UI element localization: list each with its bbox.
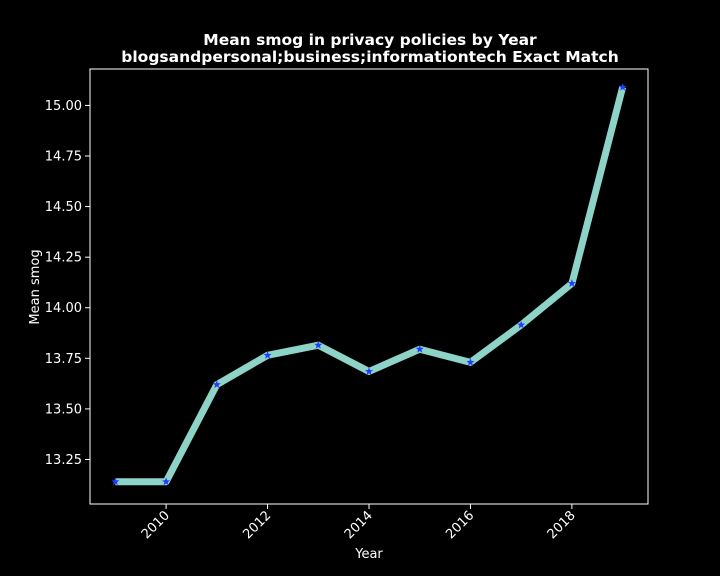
y-tick-label: 15.00 bbox=[45, 99, 82, 114]
x-tick-label: 2012 bbox=[240, 508, 274, 542]
x-tick-label: 2010 bbox=[139, 508, 173, 542]
y-tick-label: 14.50 bbox=[45, 200, 82, 215]
chart-title-line-1: Mean smog in privacy policies by Year bbox=[203, 31, 537, 49]
y-tick-label: 13.25 bbox=[45, 453, 82, 468]
data-point-marker bbox=[212, 380, 221, 389]
x-tick-label: 2016 bbox=[443, 508, 477, 542]
y-tick-label: 13.50 bbox=[45, 402, 82, 417]
data-point-marker bbox=[415, 345, 424, 353]
data-point-marker bbox=[314, 340, 323, 349]
data-point-marker bbox=[111, 477, 120, 486]
data-point-marker bbox=[618, 83, 627, 91]
y-tick-label: 14.25 bbox=[45, 251, 82, 266]
data-point-marker bbox=[365, 367, 373, 375]
y-tick-label: 13.75 bbox=[45, 352, 82, 367]
y-tick-label: 14.00 bbox=[45, 301, 82, 316]
data-point-marker bbox=[263, 351, 272, 359]
y-tick-label: 14.75 bbox=[45, 150, 82, 165]
x-tick-label: 2018 bbox=[545, 508, 579, 542]
chart-title-line-2: blogsandpersonal;business;informationtec… bbox=[121, 48, 619, 66]
series-line-group bbox=[115, 86, 627, 486]
y-axis-label: Mean smog bbox=[28, 249, 43, 324]
data-point-marker bbox=[162, 477, 171, 486]
data-point-marker bbox=[517, 320, 526, 329]
x-tick-label: 2014 bbox=[342, 508, 376, 542]
data-point-marker bbox=[567, 279, 576, 287]
series-markers-group bbox=[111, 83, 627, 486]
y-axis: 13.25 13.50 13.75 14.00 14.25 14.50 14.75 15.00 bbox=[45, 99, 90, 468]
series-line bbox=[115, 86, 627, 486]
x-axis: 2010 2012 2014 2016 2018 bbox=[139, 504, 579, 542]
x-axis-label: Year bbox=[354, 547, 383, 562]
data-point-marker bbox=[466, 358, 475, 366]
